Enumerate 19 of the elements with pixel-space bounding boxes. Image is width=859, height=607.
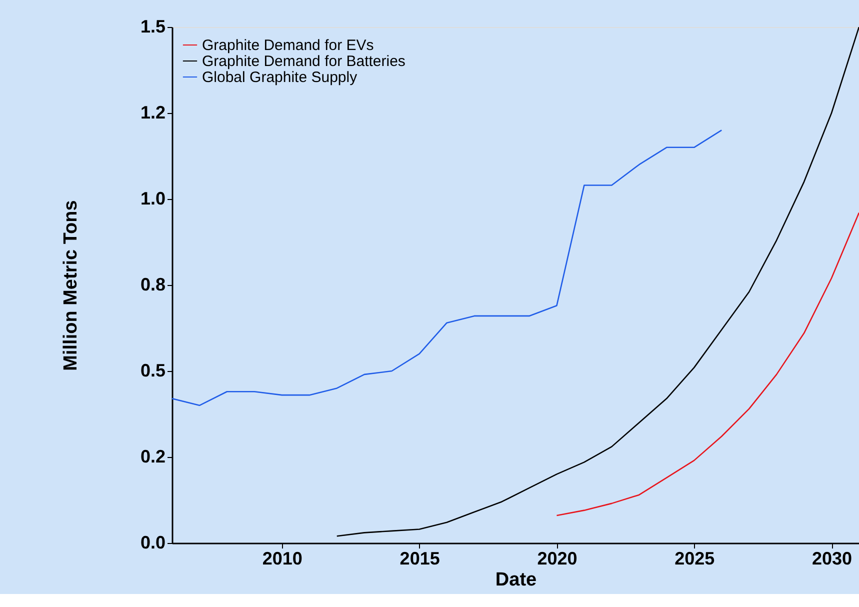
legend-label: Global Graphite Supply — [202, 69, 358, 86]
x-axis-title: Date — [495, 570, 537, 590]
y-tick-label: 0.0 — [140, 532, 166, 552]
y-axis-title: Million Metric Tons — [60, 200, 82, 371]
legend-label: Graphite Demand for Batteries — [202, 53, 406, 70]
x-tick-label: 2015 — [400, 548, 440, 568]
legend-label: Graphite Demand for EVs — [202, 37, 374, 54]
x-tick-label: 2030 — [812, 548, 852, 568]
y-tick-label: 1.5 — [140, 16, 166, 36]
x-tick-label: 2020 — [537, 548, 578, 568]
y-tick-label: 0.5 — [140, 360, 166, 380]
line-series — [556, 212, 859, 516]
y-tick-label: 1.0 — [140, 188, 166, 208]
x-tick-label: 2025 — [674, 548, 715, 568]
y-tick-label: 1.2 — [140, 102, 166, 122]
y-tick-label: 0.8 — [140, 274, 166, 294]
y-tick-label: 0.2 — [140, 446, 166, 466]
line-series — [172, 130, 722, 406]
x-tick-label: 2010 — [262, 548, 302, 568]
